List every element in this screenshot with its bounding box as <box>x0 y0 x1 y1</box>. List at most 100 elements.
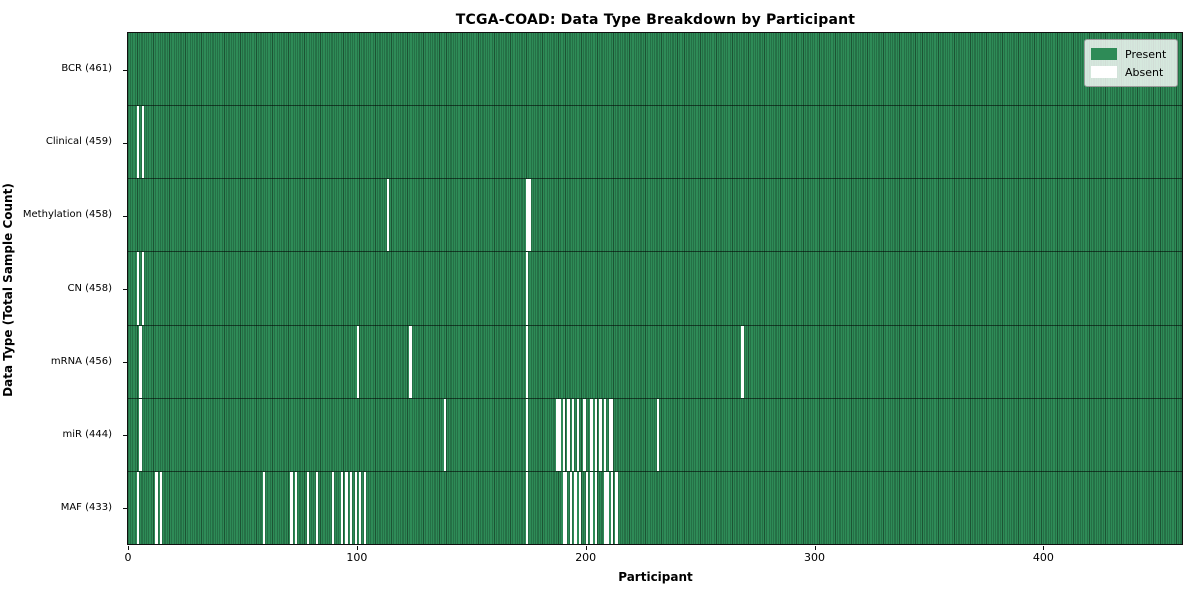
x-tick-mark <box>356 546 358 550</box>
y-tick-mark <box>123 362 127 364</box>
x-axis-label: Participant <box>618 570 693 584</box>
absent-swatch <box>1091 66 1117 78</box>
y-tick-label: mRNA (456) <box>50 355 112 367</box>
absent-mark <box>608 398 611 471</box>
y-tick-mark <box>123 215 127 217</box>
x-tick-label: 300 <box>804 551 826 564</box>
heatmap-row-maf <box>128 471 1183 545</box>
absent-mark <box>137 471 140 545</box>
y-tick-label: Clinical (459) <box>45 136 112 148</box>
legend-entry-present: Present <box>1091 45 1169 63</box>
absent-mark <box>585 471 588 545</box>
absent-mark <box>356 325 360 398</box>
absent-mark <box>141 106 144 179</box>
absent-mark <box>562 398 566 471</box>
heatmap-row-bcr <box>128 33 1183 107</box>
absent-mark <box>359 471 362 545</box>
absent-mark <box>315 471 318 545</box>
absent-mark <box>526 252 529 325</box>
x-tick-label: 200 <box>575 551 597 564</box>
absent-mark <box>562 471 566 545</box>
absent-mark <box>363 471 366 545</box>
legend-label-present: Present <box>1125 47 1167 61</box>
absent-mark <box>565 471 568 545</box>
absent-mark <box>583 398 586 471</box>
absent-mark <box>571 398 575 471</box>
absent-mark <box>528 179 531 252</box>
absent-mark <box>141 252 144 325</box>
present-swatch <box>1091 48 1117 60</box>
absent-mark <box>295 471 298 545</box>
absent-mark <box>615 471 618 545</box>
x-tick-mark <box>585 546 587 550</box>
absent-mark <box>590 471 593 545</box>
y-tick-mark <box>123 289 127 290</box>
absent-mark <box>139 398 142 471</box>
x-tick-label: 400 <box>1032 551 1054 564</box>
absent-mark <box>290 471 293 545</box>
x-tick-mark <box>128 546 129 550</box>
heatmap-row-clinical <box>128 106 1183 180</box>
absent-mark <box>594 398 598 471</box>
legend: Present Absent <box>1084 39 1178 87</box>
absent-mark <box>386 179 389 252</box>
absent-mark <box>137 252 140 325</box>
absent-mark <box>526 471 529 545</box>
absent-mark <box>526 398 529 471</box>
absent-mark <box>263 471 266 545</box>
absent-mark <box>345 471 348 545</box>
heatmap-row-mir <box>128 398 1183 472</box>
y-tick-mark <box>123 142 127 144</box>
legend-entry-absent: Absent <box>1091 63 1169 81</box>
y-tick-mark <box>123 69 127 71</box>
heatmap-row-mrna <box>128 325 1183 399</box>
absent-mark <box>331 471 334 545</box>
absent-mark <box>574 471 577 545</box>
absent-mark <box>656 398 659 471</box>
y-tick-label: CN (458) <box>67 282 112 294</box>
absent-mark <box>610 398 614 471</box>
y-tick-label: MAF (433) <box>60 501 112 513</box>
y-tick-mark <box>123 435 127 437</box>
absent-mark <box>409 325 412 398</box>
absent-mark <box>354 471 357 545</box>
absent-mark <box>340 471 344 545</box>
absent-mark <box>155 471 158 545</box>
absent-mark <box>349 471 353 545</box>
y-tick-mark <box>123 508 127 510</box>
y-tick-label: miR (444) <box>62 428 112 440</box>
absent-mark <box>604 398 607 471</box>
absent-mark <box>306 471 309 545</box>
absent-mark <box>555 398 559 471</box>
absent-mark <box>558 398 561 471</box>
absent-mark <box>526 325 529 398</box>
y-tick-label: BCR (461) <box>61 63 112 75</box>
x-tick-mark <box>1043 546 1045 550</box>
absent-mark <box>443 398 447 471</box>
absent-mark <box>610 471 614 545</box>
absent-mark <box>567 398 570 471</box>
absent-mark <box>606 471 609 545</box>
plot-area <box>128 33 1183 545</box>
x-tick-label: 0 <box>124 551 132 564</box>
heatmap-row-cn <box>128 252 1183 326</box>
absent-mark <box>139 325 142 398</box>
legend-label-absent: Absent <box>1125 65 1164 79</box>
absent-mark <box>741 325 744 398</box>
absent-mark <box>137 106 140 179</box>
absent-mark <box>604 471 607 545</box>
chart-title: TCGA-COAD: Data Type Breakdown by Partic… <box>455 12 856 28</box>
absent-mark <box>599 398 602 471</box>
heatmap-row-methylation <box>128 179 1183 253</box>
absent-mark <box>576 398 579 471</box>
absent-mark <box>590 398 593 471</box>
absent-mark <box>569 471 572 545</box>
absent-mark <box>160 471 163 545</box>
absent-mark <box>526 179 529 252</box>
x-tick-mark <box>814 546 816 550</box>
y-tick-label: Methylation (458) <box>22 209 112 221</box>
x-tick-label: 100 <box>346 551 368 564</box>
absent-mark <box>594 471 598 545</box>
absent-mark <box>578 471 582 545</box>
